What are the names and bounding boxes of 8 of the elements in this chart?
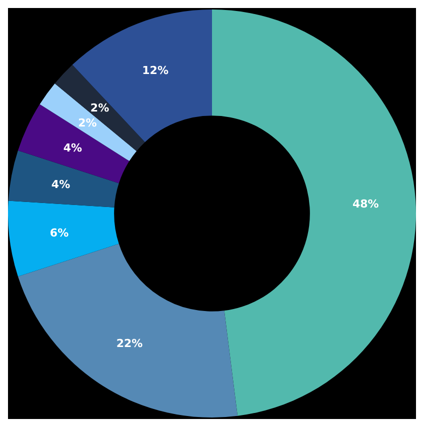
data-label: 2%: [78, 116, 97, 130]
data-label: 4%: [63, 141, 82, 154]
data-label: 12%: [142, 64, 168, 77]
data-label: 4%: [51, 178, 70, 192]
data-label: 2%: [90, 102, 110, 115]
data-label: 6%: [50, 226, 69, 240]
data-label: 22%: [116, 336, 143, 350]
data-label: 48%: [352, 197, 379, 210]
